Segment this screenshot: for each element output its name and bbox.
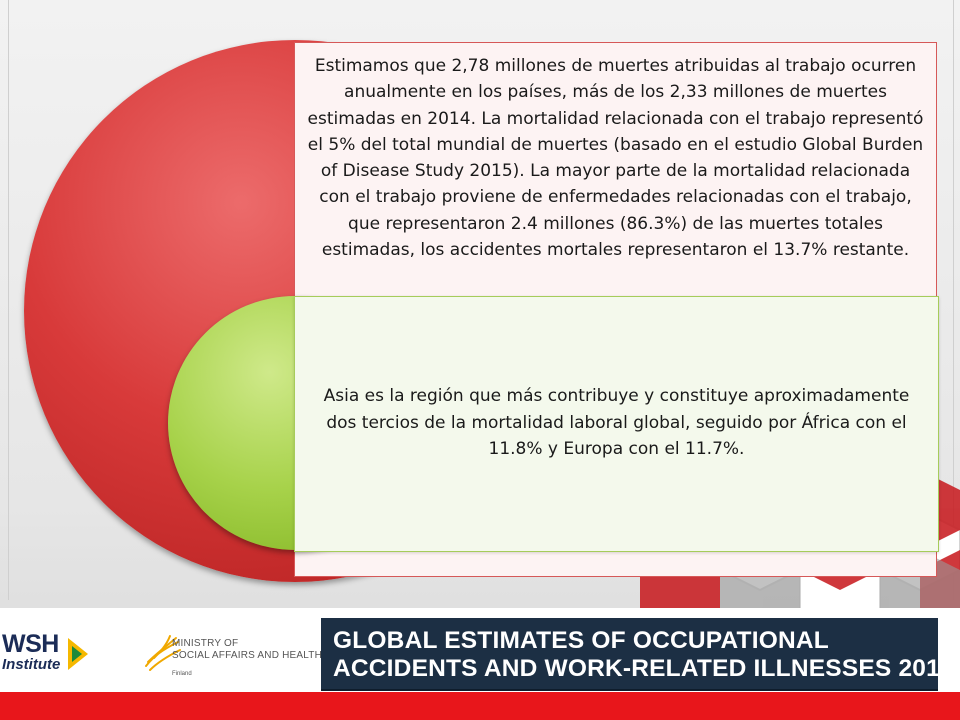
- report-title: GLOBAL ESTIMATES OF OCCUPATIONAL ACCIDEN…: [333, 627, 954, 683]
- secondary-paragraph: Asia es la región que más contribuye y c…: [323, 386, 910, 459]
- wsh-logo-title: WSH: [2, 630, 59, 658]
- secondary-text-panel: Asia es la región que más contribuye y c…: [294, 296, 939, 552]
- wsh-logo-subtitle: Institute: [2, 656, 61, 673]
- ministry-name-line1: MINISTRY OF: [172, 638, 239, 649]
- ministry-name-line2: SOCIAL AFFAIRS AND HEALTH: [172, 649, 323, 661]
- footer-red-stripe: [0, 692, 960, 720]
- ministry-name: MINISTRY OF SOCIAL AFFAIRS AND HEALTH: [172, 638, 322, 661]
- main-paragraph: Estimamos que 2,78 millones de muertes a…: [307, 56, 924, 261]
- ministry-country: Finland: [172, 671, 192, 677]
- ministry-lion-icon: [145, 635, 181, 671]
- ministry-logo: MINISTRY OF SOCIAL AFFAIRS AND HEALTH Fi…: [136, 628, 322, 688]
- wsh-institute-logo: WSH Institute: [2, 630, 122, 690]
- wsh-check-icon: [68, 638, 88, 670]
- report-title-line2: ACCIDENTS AND WORK-RELATED ILLNESSES 201…: [333, 655, 954, 682]
- slide-frame: [8, 0, 954, 600]
- report-title-banner: GLOBAL ESTIMATES OF OCCUPATIONAL ACCIDEN…: [321, 618, 954, 691]
- report-title-line1: GLOBAL ESTIMATES OF OCCUPATIONAL: [333, 627, 829, 654]
